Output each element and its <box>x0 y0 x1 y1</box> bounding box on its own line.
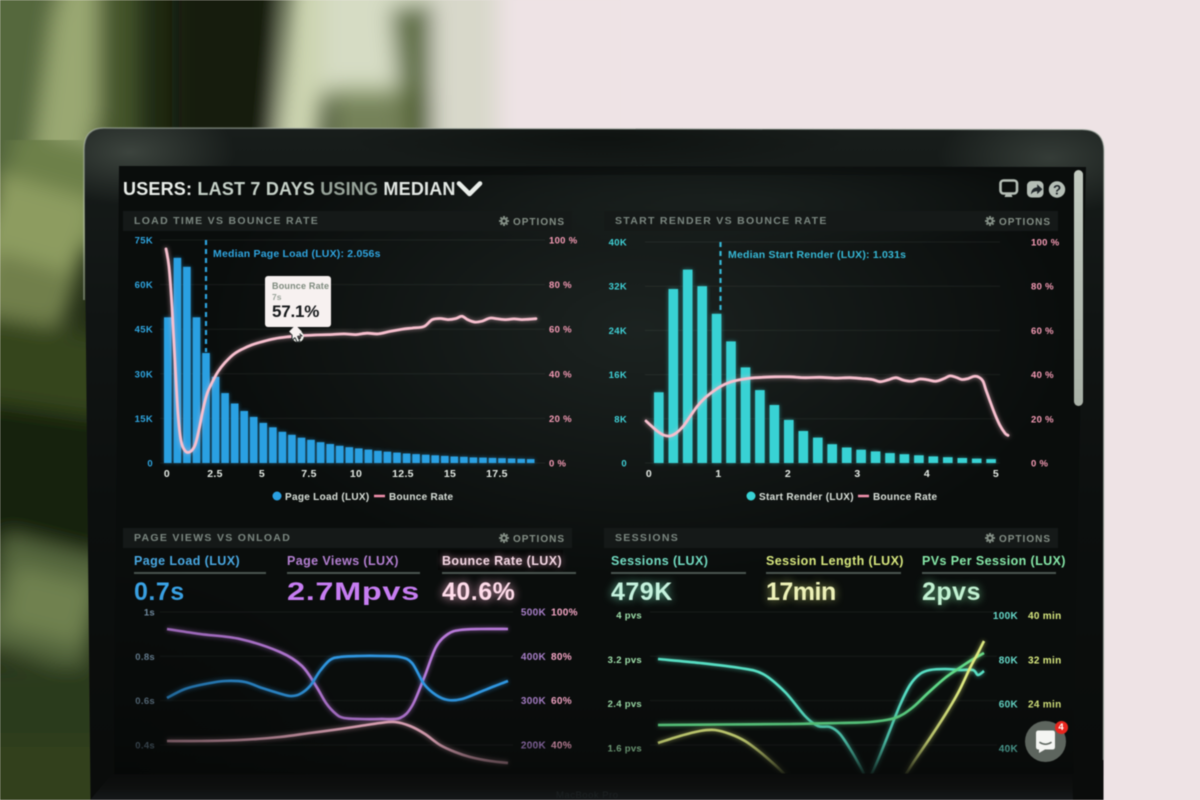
svg-text:400K: 400K <box>521 652 547 663</box>
svg-text:80%: 80% <box>551 652 572 663</box>
svg-text:1: 1 <box>715 468 721 480</box>
svg-text:Page Load (LUX): Page Load (LUX) <box>285 492 370 503</box>
svg-text:60K: 60K <box>135 280 153 291</box>
svg-text:15: 15 <box>444 468 456 480</box>
svg-text:8K: 8K <box>614 414 627 425</box>
svg-text:100 %: 100 % <box>1031 238 1060 249</box>
svg-text:OPTIONS: OPTIONS <box>513 217 565 228</box>
svg-text:Median Page Load (LUX): 2.056s: Median Page Load (LUX): 2.056s <box>213 248 381 260</box>
svg-text:4: 4 <box>924 468 930 480</box>
svg-text:0 %: 0 % <box>1031 459 1049 470</box>
svg-text:60 %: 60 % <box>1031 326 1054 337</box>
svg-text:30K: 30K <box>135 369 153 380</box>
svg-text:20 %: 20 % <box>1031 414 1054 425</box>
svg-text:40 %: 40 % <box>1031 370 1054 381</box>
svg-text:16K: 16K <box>609 370 627 381</box>
svg-text:32 min: 32 min <box>1028 655 1061 666</box>
svg-text:17.5: 17.5 <box>486 468 508 480</box>
svg-text:?: ? <box>1053 182 1061 197</box>
svg-text:15K: 15K <box>135 414 153 425</box>
svg-text:OPTIONS: OPTIONS <box>999 217 1051 228</box>
svg-text:20 %: 20 % <box>549 414 572 425</box>
svg-text:40 min: 40 min <box>1028 611 1061 622</box>
svg-text:0: 0 <box>621 459 627 470</box>
svg-text:Bounce Rate: Bounce Rate <box>873 492 938 503</box>
svg-text:OPTIONS: OPTIONS <box>999 534 1051 545</box>
svg-text:5: 5 <box>993 468 999 480</box>
svg-text:60 %: 60 % <box>549 325 572 336</box>
svg-text:5: 5 <box>259 468 265 480</box>
svg-text:Bounce Rate: Bounce Rate <box>389 492 454 503</box>
svg-text:40K: 40K <box>609 238 627 249</box>
svg-text:3.2 pvs: 3.2 pvs <box>608 655 642 666</box>
svg-text:32K: 32K <box>609 282 627 293</box>
svg-text:4 pvs: 4 pvs <box>616 611 642 622</box>
svg-text:3: 3 <box>854 468 860 480</box>
svg-text:Median Start Render (LUX): 1.0: Median Start Render (LUX): 1.031s <box>728 249 906 261</box>
svg-text:OPTIONS: OPTIONS <box>513 534 565 545</box>
svg-text:75K: 75K <box>135 236 153 247</box>
svg-text:80 %: 80 % <box>549 280 572 291</box>
svg-text:500K: 500K <box>521 608 547 619</box>
svg-text:80K: 80K <box>999 655 1019 666</box>
svg-text:100K: 100K <box>993 611 1019 622</box>
svg-text:0 %: 0 % <box>549 459 567 470</box>
svg-text:2: 2 <box>785 468 791 480</box>
svg-text:45K: 45K <box>135 325 153 336</box>
svg-text:Start Render (LUX): Start Render (LUX) <box>759 492 854 503</box>
svg-text:100%: 100% <box>551 608 578 619</box>
svg-text:12.5: 12.5 <box>392 468 414 480</box>
svg-text:7.5: 7.5 <box>301 468 317 480</box>
svg-text:24K: 24K <box>609 326 627 337</box>
svg-text:10: 10 <box>350 468 362 480</box>
svg-text:2.5: 2.5 <box>207 468 223 480</box>
svg-text:40 %: 40 % <box>549 369 572 380</box>
svg-text:80 %: 80 % <box>1031 282 1054 293</box>
svg-text:100 %: 100 % <box>549 236 578 247</box>
svg-text:0: 0 <box>646 468 652 480</box>
svg-text:0: 0 <box>147 459 153 470</box>
svg-text:0: 0 <box>164 468 170 480</box>
